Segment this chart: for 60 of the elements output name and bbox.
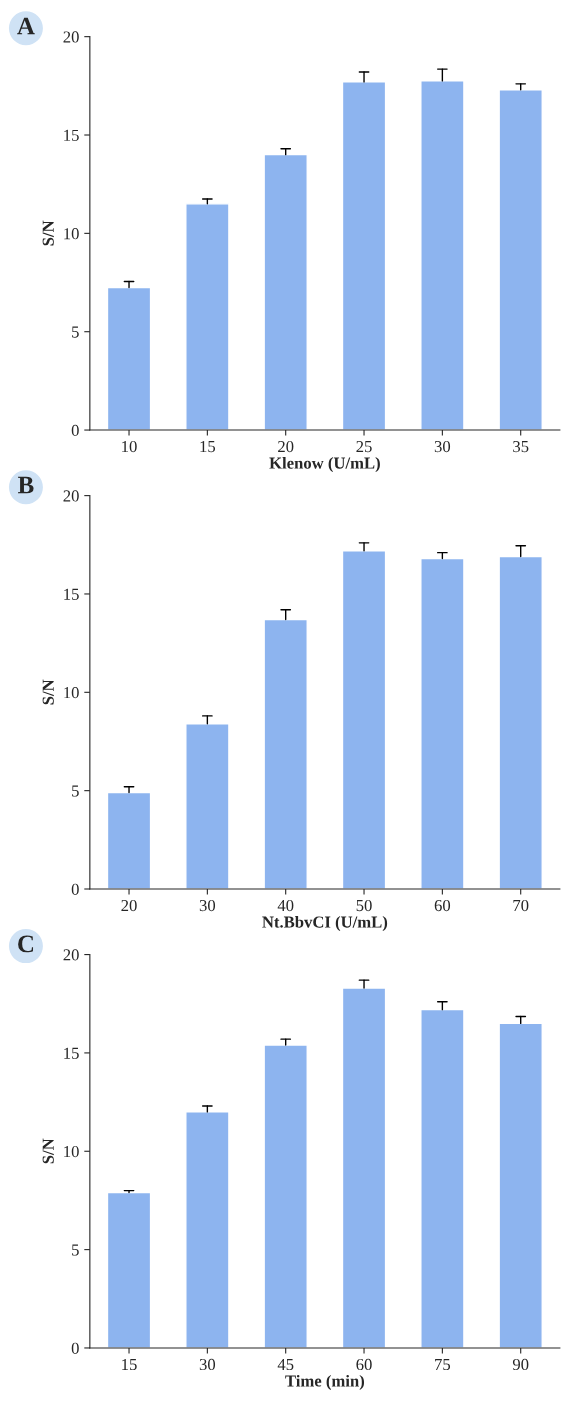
y-tick-label: 5 [72,785,79,797]
x-tick-label: 20 [121,899,137,912]
text: B [18,476,34,494]
y-axis-title: S/N [42,220,54,246]
bar [106,791,152,890]
x-tick-label: 60 [434,899,451,912]
x-tick-label: 35 [513,441,529,453]
text: C [18,935,34,953]
x-tick-label: 30 [199,899,216,912]
x-tick-label: 70 [513,899,529,912]
bar [341,987,387,1348]
bar [263,153,308,431]
x-tick-label: 40 [277,899,294,912]
bar [106,286,152,431]
x-tick-label: 30 [199,1358,216,1371]
x-tick-label: 90 [512,1358,529,1371]
y-tick-label: 15 [64,588,79,600]
y-tick-label: 20 [63,949,79,961]
x-tick-label: 15 [122,1358,137,1371]
y-tick-label: 15 [64,1047,79,1059]
x-tick-label: 45 [277,1358,294,1371]
x-tick-label: 25 [356,441,372,453]
x-axis-title: Klenow (U/mL) [269,456,380,473]
bar [263,1044,308,1348]
bar [106,1191,152,1348]
y-axis-title: S/N [42,679,54,705]
bar [420,1008,465,1348]
text: A [17,17,35,35]
bar [185,1111,230,1348]
y-tick-label: 0 [71,883,79,895]
bar [498,89,543,431]
y-tick-label: 20 [63,490,79,502]
x-axis-title: Time (min) [285,1374,365,1390]
bar [185,203,230,431]
x-tick-label: 15 [200,441,216,453]
y-tick-label: 10 [64,687,79,699]
bar [341,549,387,890]
bar [420,557,465,890]
bar [341,81,387,431]
x-tick-label: 30 [434,440,451,453]
bar [420,80,465,431]
y-tick-label: 0 [71,424,79,436]
y-tick-label: 10 [64,1145,79,1158]
bar [498,555,543,890]
y-tick-label: 10 [64,228,79,240]
bar [498,1022,543,1348]
bar [263,618,308,890]
y-tick-label: 20 [63,31,79,43]
y-tick-label: 5 [72,326,79,338]
x-tick-label: 75 [435,1359,451,1371]
y-tick-label: 0 [71,1342,79,1354]
y-axis-title: S/N [42,1138,54,1164]
x-tick-label: 60 [356,1358,372,1371]
bar [185,723,230,890]
x-axis-title: Nt.BbvCI (U/mL) [262,915,388,932]
y-tick-label: 5 [72,1244,79,1256]
x-tick-label: 10 [122,440,137,453]
x-tick-label: 50 [356,899,372,912]
y-tick-label: 15 [64,129,79,141]
x-tick-label: 20 [278,440,294,453]
